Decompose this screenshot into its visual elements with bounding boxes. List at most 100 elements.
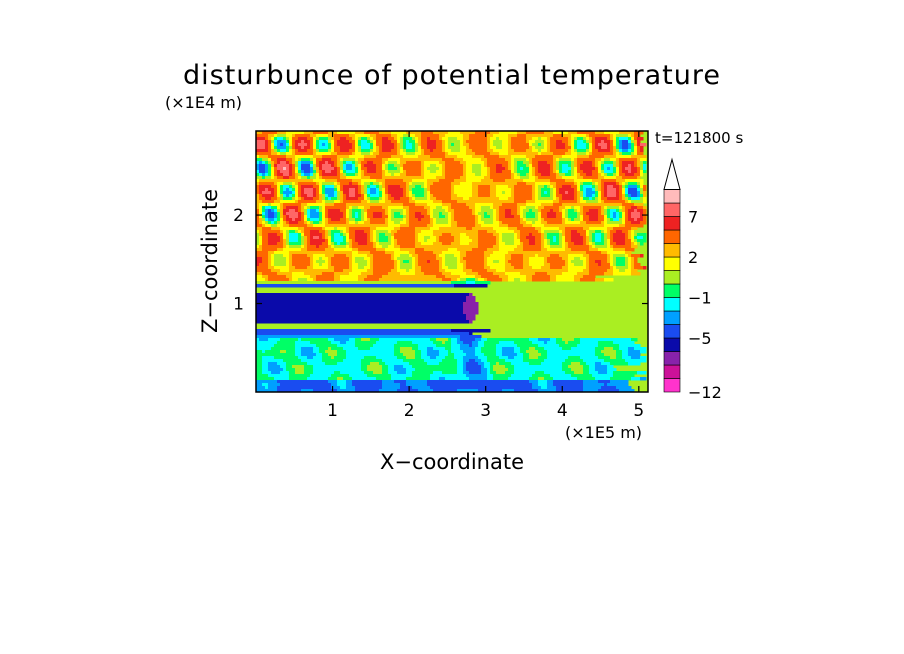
contour-cell (319, 212, 323, 216)
contour-cell (382, 170, 386, 174)
contour-cell (355, 149, 359, 153)
contour-cell (262, 224, 266, 228)
contour-cell (598, 389, 620, 392)
contour-cell (625, 212, 629, 216)
contour-cell (361, 359, 383, 363)
contour-cell (541, 233, 545, 237)
contour-cell (295, 353, 302, 357)
contour-cell (403, 209, 407, 213)
contour-cell (274, 266, 290, 270)
contour-cell (460, 140, 464, 144)
contour-cell (262, 215, 266, 219)
contour-cell (289, 164, 293, 168)
contour-cell (532, 149, 539, 153)
contour-cell (322, 257, 329, 261)
contour-cell (310, 140, 314, 144)
contour-cell (598, 215, 605, 219)
contour-cell (271, 185, 278, 189)
contour-cell (478, 278, 485, 282)
contour-cell (412, 182, 425, 186)
contour-cell (391, 149, 398, 153)
contour-cell (313, 236, 320, 240)
contour-cell (310, 164, 314, 168)
contour-cell (268, 383, 281, 387)
contour-cell (574, 143, 578, 147)
contour-cell (628, 149, 632, 153)
contour-cell (589, 233, 593, 237)
contour-cell (409, 134, 416, 138)
contour-cell (625, 257, 629, 261)
contour-cell (547, 341, 557, 345)
contour-cell (589, 197, 593, 201)
contour-cell (403, 137, 413, 141)
contour-cell (484, 212, 488, 216)
contour-cell (403, 359, 425, 363)
contour-cell (448, 221, 452, 225)
contour-cell (283, 359, 302, 363)
contour-cell (487, 368, 491, 372)
contour-cell (526, 212, 536, 216)
contour-cell (358, 188, 362, 192)
contour-cell (388, 239, 392, 243)
contour-cell (304, 212, 308, 216)
contour-cell (496, 167, 506, 171)
contour-cell (271, 371, 281, 375)
contour-cell (628, 230, 632, 234)
contour-cell (397, 263, 401, 267)
contour-cell (358, 221, 365, 225)
contour-cell (301, 161, 311, 165)
contour-cell (340, 188, 344, 192)
contour-cell (295, 209, 299, 213)
contour-cell (340, 191, 344, 195)
contour-cell (343, 167, 347, 171)
contour-cell (607, 245, 611, 249)
contour-cell (370, 260, 374, 264)
contour-cell (259, 182, 275, 186)
contour-cell (409, 218, 419, 222)
contour-cell (526, 158, 530, 162)
contour-cell (331, 374, 350, 378)
contour-cell (280, 212, 284, 216)
colorbar-box (663, 256, 681, 271)
contour-cell (289, 143, 293, 147)
contour-cell (388, 161, 398, 165)
contour-cell (463, 269, 473, 273)
contour-cell (328, 218, 332, 222)
contour-cell (370, 197, 380, 201)
contour-cell (496, 239, 500, 243)
contour-cell (508, 227, 518, 231)
contour-cell (439, 236, 455, 240)
contour-cell (604, 278, 614, 282)
contour-cell (610, 134, 614, 138)
contour-cell (508, 161, 512, 165)
contour-cell (358, 242, 368, 246)
contour-cell (331, 164, 335, 168)
contour-cell (559, 230, 563, 234)
contour-cell (292, 170, 296, 174)
contour-cell (277, 167, 284, 171)
contour-cell (394, 266, 398, 270)
contour-cell (382, 359, 404, 363)
contour-cell (373, 266, 395, 270)
contour-cell (277, 194, 281, 198)
contour-cell (514, 356, 524, 360)
contour-cell (475, 215, 479, 219)
contour-cell (442, 341, 446, 345)
contour-cell (511, 194, 515, 198)
contour-cell (340, 158, 344, 162)
contour-cell (520, 278, 527, 282)
contour-cell (544, 206, 560, 210)
contour-cell (322, 182, 335, 186)
contour-cell (502, 278, 509, 282)
contour-cell (400, 158, 443, 162)
contour-cell (325, 197, 329, 201)
contour-cell (556, 386, 584, 390)
contour-cell (490, 254, 506, 258)
contour-cell (322, 200, 326, 204)
contour-cell (571, 368, 584, 372)
contour-cell (343, 191, 350, 195)
contour-cell (361, 338, 371, 342)
contour-cell (595, 353, 605, 357)
contour-cell (409, 251, 416, 255)
contour-cell (496, 242, 500, 246)
